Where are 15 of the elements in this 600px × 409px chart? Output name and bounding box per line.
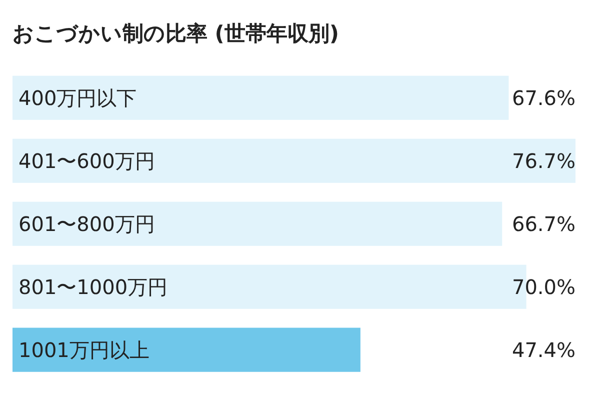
data-label: 70.0% [512,274,576,299]
chart-title: おこづかい制の比率 (世帯年収別) [12,22,340,46]
bar [12,76,509,120]
bar [12,138,576,183]
y-tick-label: 1001万円以上 [18,338,150,362]
data-label: 76.7% [512,148,576,173]
y-tick-label: 401〜600万円 [18,148,155,173]
y-tick-label: 601〜800万円 [18,212,155,236]
bar [12,202,502,246]
data-label: 66.7% [512,212,576,236]
data-label: 67.6% [512,86,576,110]
y-tick-label: 400万円以下 [18,86,137,110]
bar [12,328,360,372]
data-label: 47.4% [512,338,576,362]
y-tick-label: 801〜1000万円 [18,274,168,299]
